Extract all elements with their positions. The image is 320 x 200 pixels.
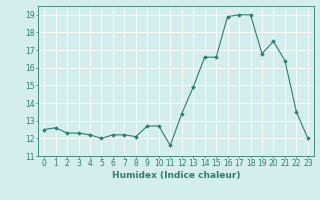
X-axis label: Humidex (Indice chaleur): Humidex (Indice chaleur) [112,171,240,180]
